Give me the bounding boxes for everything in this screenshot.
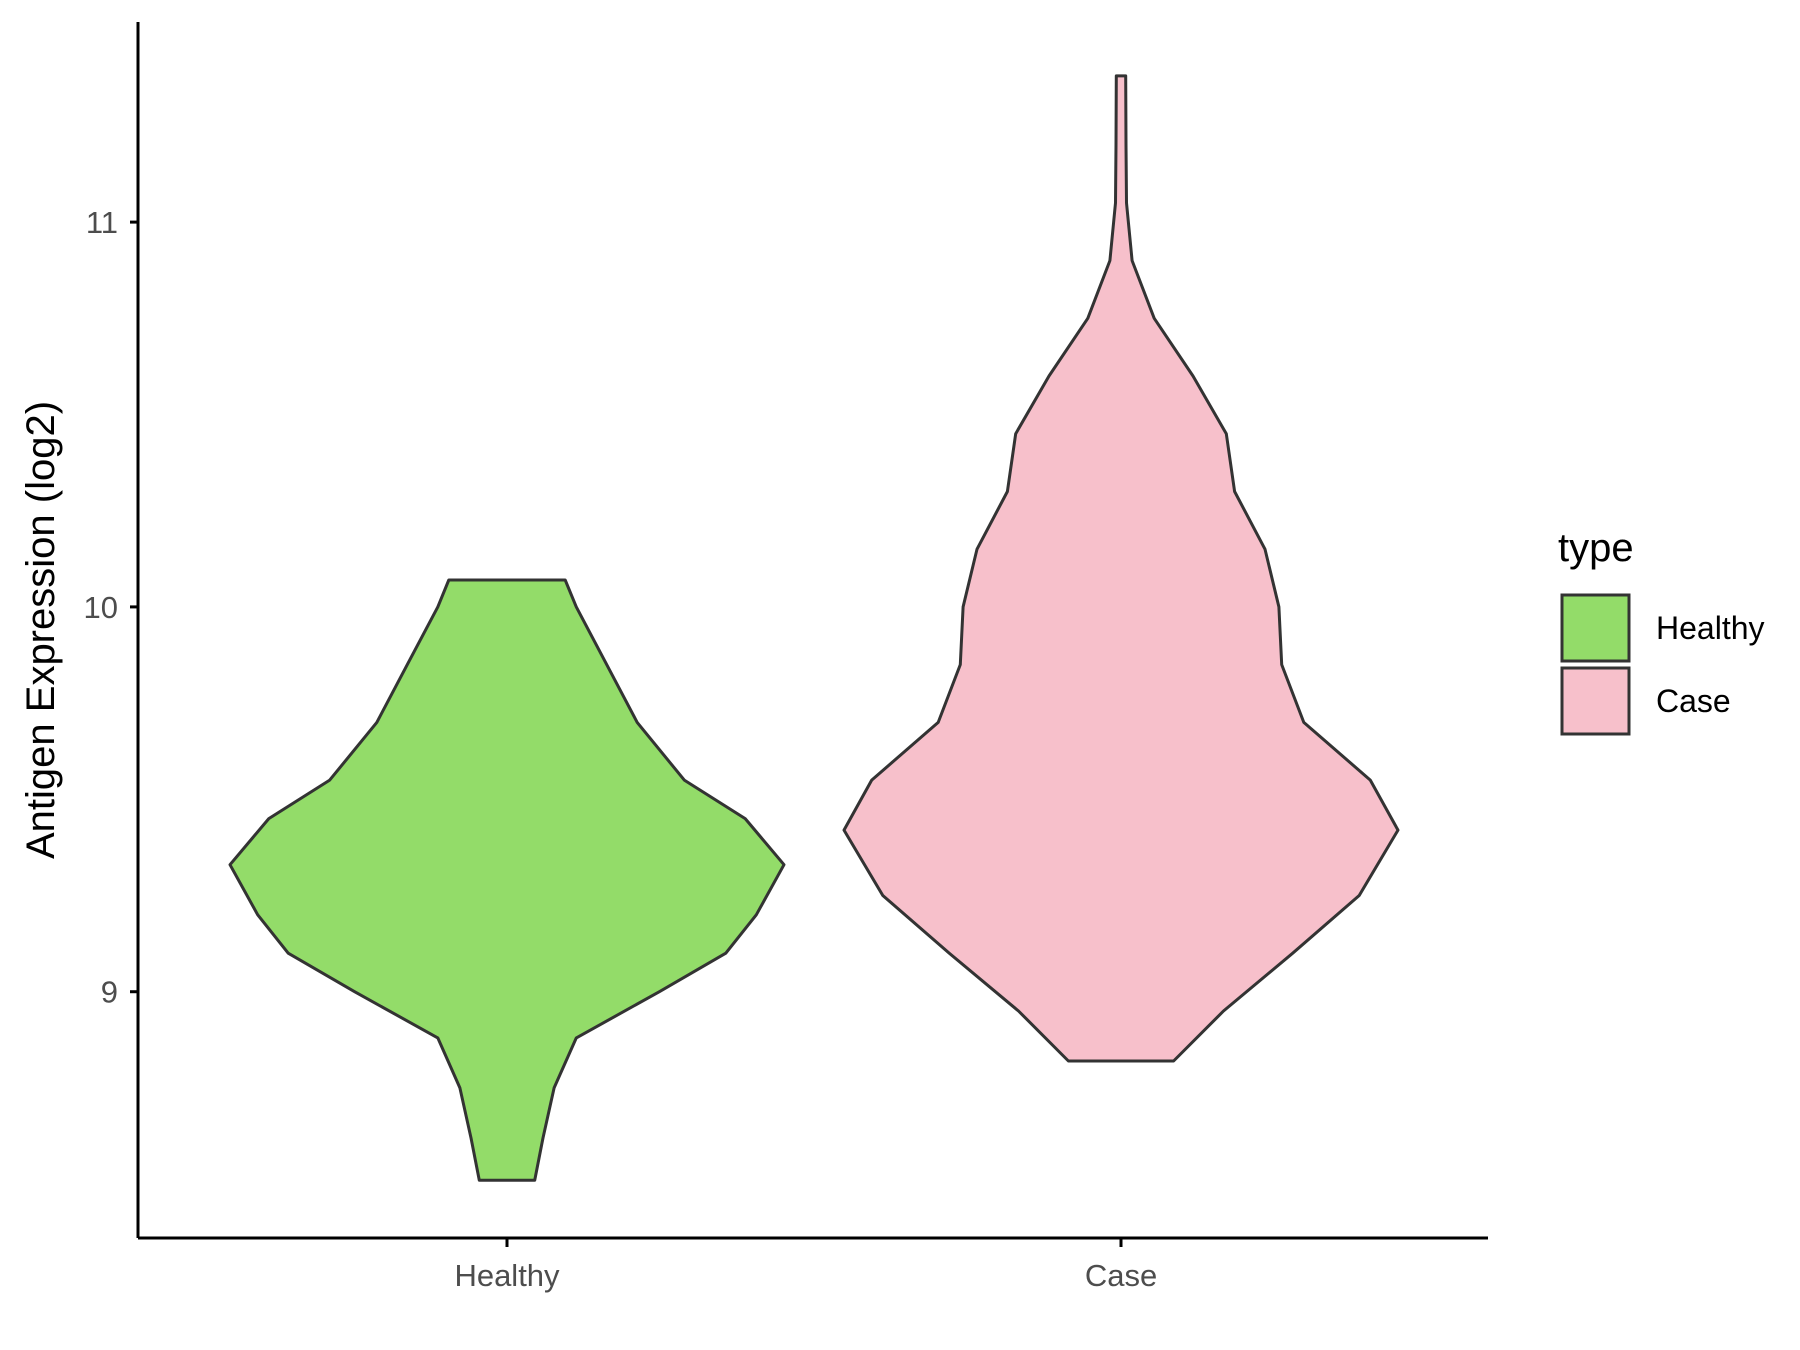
violin-case bbox=[842, 74, 1400, 1063]
violin-layer bbox=[228, 74, 1400, 1182]
y-tick-label: 9 bbox=[101, 975, 118, 1010]
legend-title: type bbox=[1558, 526, 1634, 570]
legend: type Healthy Case bbox=[1558, 526, 1765, 736]
x-tick-label: Case bbox=[1085, 1258, 1157, 1293]
y-axis-title: Antigen Expression (log2) bbox=[19, 401, 63, 859]
x-tick-label: Healthy bbox=[454, 1258, 560, 1293]
violin-healthy bbox=[228, 578, 786, 1182]
legend-label-case: Case bbox=[1656, 683, 1731, 719]
legend-key-healthy bbox=[1560, 593, 1631, 663]
legend-key-case bbox=[1560, 666, 1631, 736]
y-tick-label: 10 bbox=[84, 590, 118, 625]
y-tick-label: 11 bbox=[86, 205, 118, 240]
legend-label-healthy: Healthy bbox=[1656, 610, 1765, 646]
x-axis-ticks: Healthy Case bbox=[454, 1238, 1157, 1293]
y-axis-ticks: 9 10 11 bbox=[84, 205, 138, 1010]
